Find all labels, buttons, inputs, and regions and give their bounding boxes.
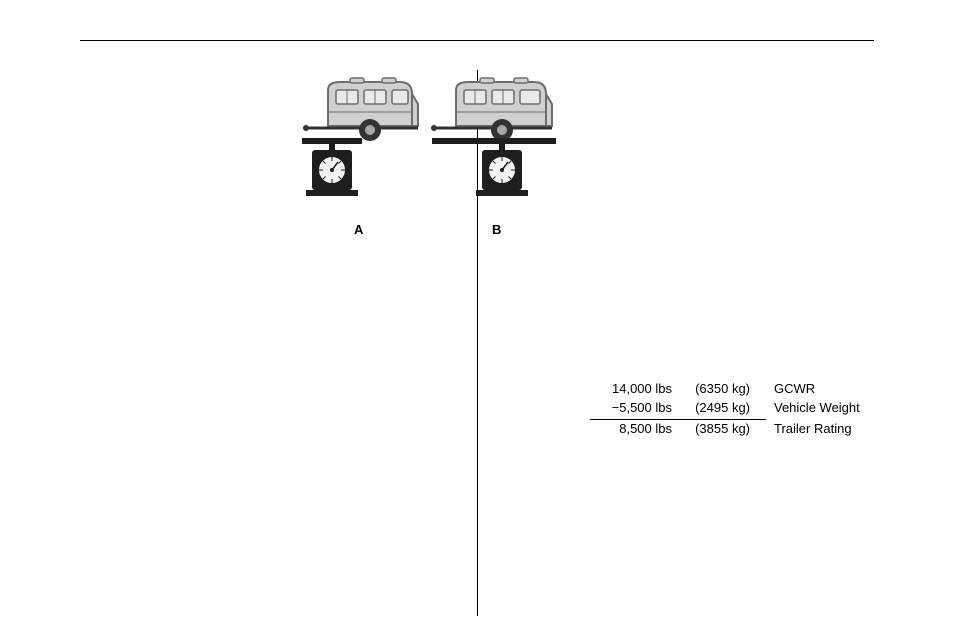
weight-table: 14,000 lbs (6350 kg) GCWR −5,500 lbs (24… bbox=[590, 380, 860, 439]
trailer-kg: (3855 kg) bbox=[672, 420, 766, 439]
gcwr-kg: (6350 kg) bbox=[672, 380, 766, 399]
trailer-icon bbox=[303, 78, 418, 141]
vehicle-label: Vehicle Weight bbox=[766, 399, 860, 420]
trailer-a-illustration bbox=[300, 72, 420, 212]
tongue-scale-icon bbox=[302, 138, 362, 196]
page: A B 14,000 lbs (6350 kg) GCWR −5,500 lbs… bbox=[0, 0, 954, 636]
full-scale-icon bbox=[432, 138, 556, 196]
trailer-icon bbox=[431, 78, 552, 141]
trailer-a-group bbox=[300, 72, 420, 212]
vehicle-lbs: −5,500 lbs bbox=[590, 399, 672, 420]
trailer-lbs: 8,500 lbs bbox=[590, 420, 672, 439]
label-a: A bbox=[354, 222, 363, 237]
trailer-label: Trailer Rating bbox=[766, 420, 852, 439]
trailer-b-group bbox=[430, 72, 550, 212]
weight-row-vehicle: −5,500 lbs (2495 kg) Vehicle Weight bbox=[590, 399, 860, 420]
gcwr-label: GCWR bbox=[766, 380, 815, 399]
top-rule bbox=[80, 40, 874, 41]
weight-row-trailer: 8,500 lbs (3855 kg) Trailer Rating bbox=[590, 420, 860, 439]
vehicle-kg: (2495 kg) bbox=[672, 399, 766, 420]
label-b: B bbox=[492, 222, 501, 237]
weight-row-gcwr: 14,000 lbs (6350 kg) GCWR bbox=[590, 380, 860, 399]
gcwr-lbs: 14,000 lbs bbox=[590, 380, 672, 399]
trailer-weight-figure: A B bbox=[300, 72, 560, 242]
trailer-b-illustration bbox=[430, 72, 560, 212]
